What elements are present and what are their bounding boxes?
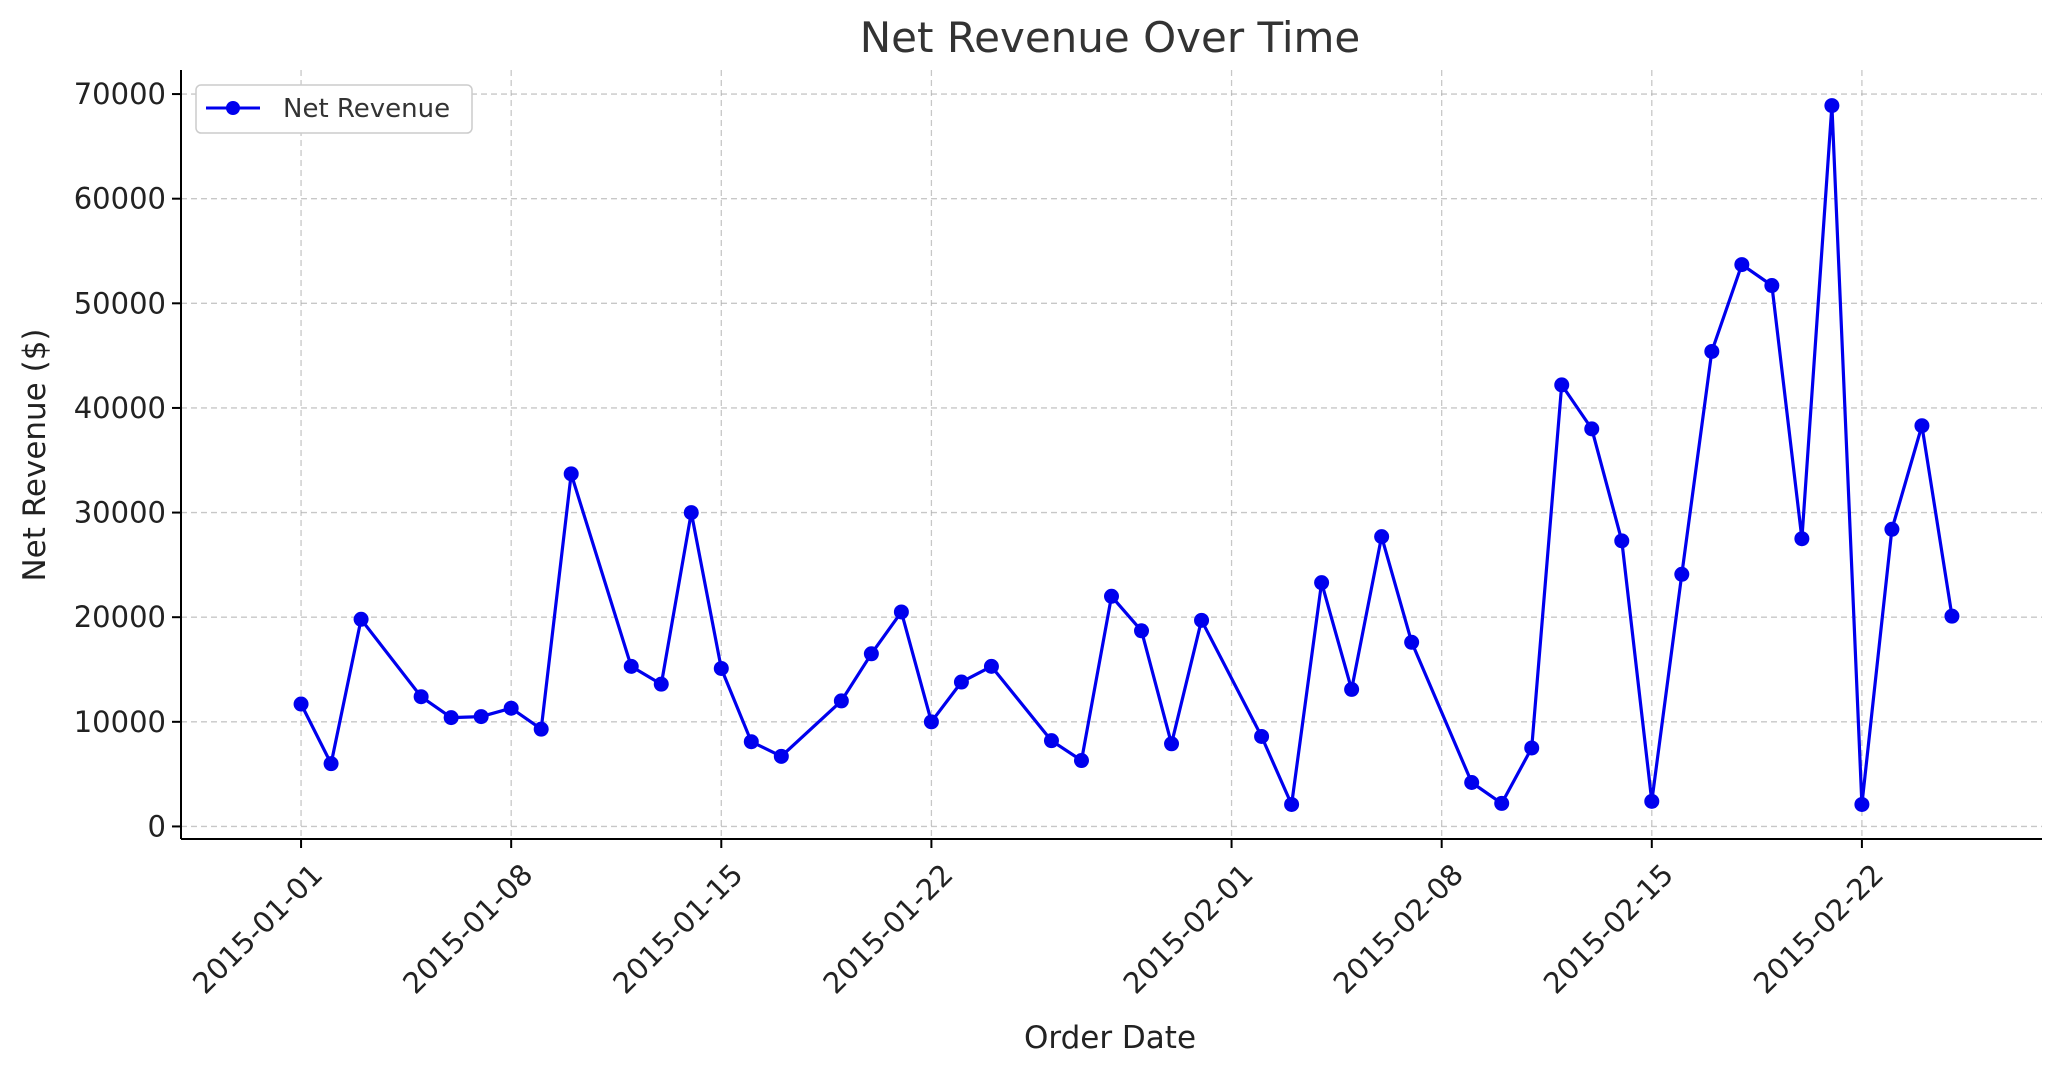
data-point xyxy=(833,693,849,709)
y-tick-label: 20000 xyxy=(74,600,166,634)
data-point xyxy=(1614,533,1630,549)
data-point xyxy=(1134,623,1150,639)
data-point xyxy=(1554,377,1570,393)
grid-lines xyxy=(181,70,2042,839)
y-tick-label: 10000 xyxy=(74,705,166,739)
data-point xyxy=(473,709,489,725)
data-point xyxy=(1254,728,1270,744)
data-point xyxy=(1704,343,1720,359)
x-tick-label: 2015-02-15 xyxy=(1537,857,1680,1000)
data-point xyxy=(1404,634,1420,650)
data-point xyxy=(743,734,759,750)
data-point xyxy=(1524,740,1540,756)
y-axis-label: Net Revenue ($) xyxy=(17,328,53,581)
y-tick-label: 50000 xyxy=(74,286,166,320)
data-point xyxy=(713,660,729,676)
data-point xyxy=(1944,608,1960,624)
chart-title: Net Revenue Over Time xyxy=(860,13,1361,62)
data-point xyxy=(773,748,789,764)
data-point xyxy=(953,674,969,690)
data-point xyxy=(983,658,999,674)
data-point xyxy=(893,604,909,620)
legend-box xyxy=(195,84,473,134)
x-axis-ticks: 2015-01-01 2015-01-08 2015-01-15 2015-01-22… xyxy=(186,839,1890,1000)
data-point xyxy=(1824,98,1840,114)
data-point xyxy=(503,700,519,716)
y-tick-label: 70000 xyxy=(74,77,166,111)
data-point xyxy=(863,646,879,662)
data-point xyxy=(443,710,459,726)
data-point xyxy=(653,676,669,692)
data-point xyxy=(1644,793,1660,809)
data-point xyxy=(1914,418,1930,434)
y-tick-label: 60000 xyxy=(74,182,166,216)
data-point xyxy=(1854,796,1870,812)
x-tick-label: 2015-02-08 xyxy=(1327,857,1470,1000)
data-point xyxy=(413,689,429,705)
data-point xyxy=(923,714,939,730)
x-tick-label: 2015-01-22 xyxy=(816,857,959,1000)
data-point xyxy=(1284,796,1300,812)
series-line xyxy=(299,103,1954,807)
x-tick-label: 2015-01-08 xyxy=(396,857,539,1000)
data-point xyxy=(1344,681,1360,697)
data-point xyxy=(533,721,549,737)
data-point xyxy=(1494,795,1510,811)
data-point xyxy=(1674,566,1690,582)
data-point xyxy=(1164,736,1180,752)
x-axis-label: Order Date xyxy=(1024,1020,1196,1056)
data-point xyxy=(293,696,309,712)
data-point xyxy=(1764,278,1780,294)
x-tick-label: 2015-02-01 xyxy=(1117,857,1260,1000)
data-point xyxy=(323,756,339,772)
data-point xyxy=(1314,575,1330,591)
data-point xyxy=(1794,531,1810,547)
y-tick-label: 30000 xyxy=(74,496,166,530)
legend-label: Net Revenue xyxy=(283,94,450,124)
data-point xyxy=(1584,421,1600,437)
x-tick-label: 2015-02-22 xyxy=(1747,857,1890,1000)
data-point xyxy=(563,466,579,482)
legend-marker-sample xyxy=(226,101,240,115)
data-point xyxy=(1884,521,1900,537)
y-tick-label: 40000 xyxy=(74,391,166,425)
data-point xyxy=(1464,775,1480,791)
data-point xyxy=(623,658,639,674)
data-point xyxy=(1194,612,1210,628)
data-point xyxy=(1374,529,1390,545)
data-point xyxy=(1043,733,1059,749)
axes xyxy=(180,70,2042,840)
y-axis-ticks: 0 10000 20000 30000 40000 50000 60000 70000 xyxy=(74,77,181,843)
data-point xyxy=(1734,257,1750,273)
x-tick-label: 2015-01-15 xyxy=(606,857,749,1000)
data-point xyxy=(683,505,699,521)
y-tick-label: 0 xyxy=(148,809,166,843)
plot-area xyxy=(293,98,1960,812)
data-point xyxy=(353,611,369,627)
legend: Net Revenue xyxy=(195,84,473,134)
data-point xyxy=(1104,588,1119,604)
x-tick-label: 2015-01-01 xyxy=(186,857,329,1000)
data-point xyxy=(1073,753,1089,769)
